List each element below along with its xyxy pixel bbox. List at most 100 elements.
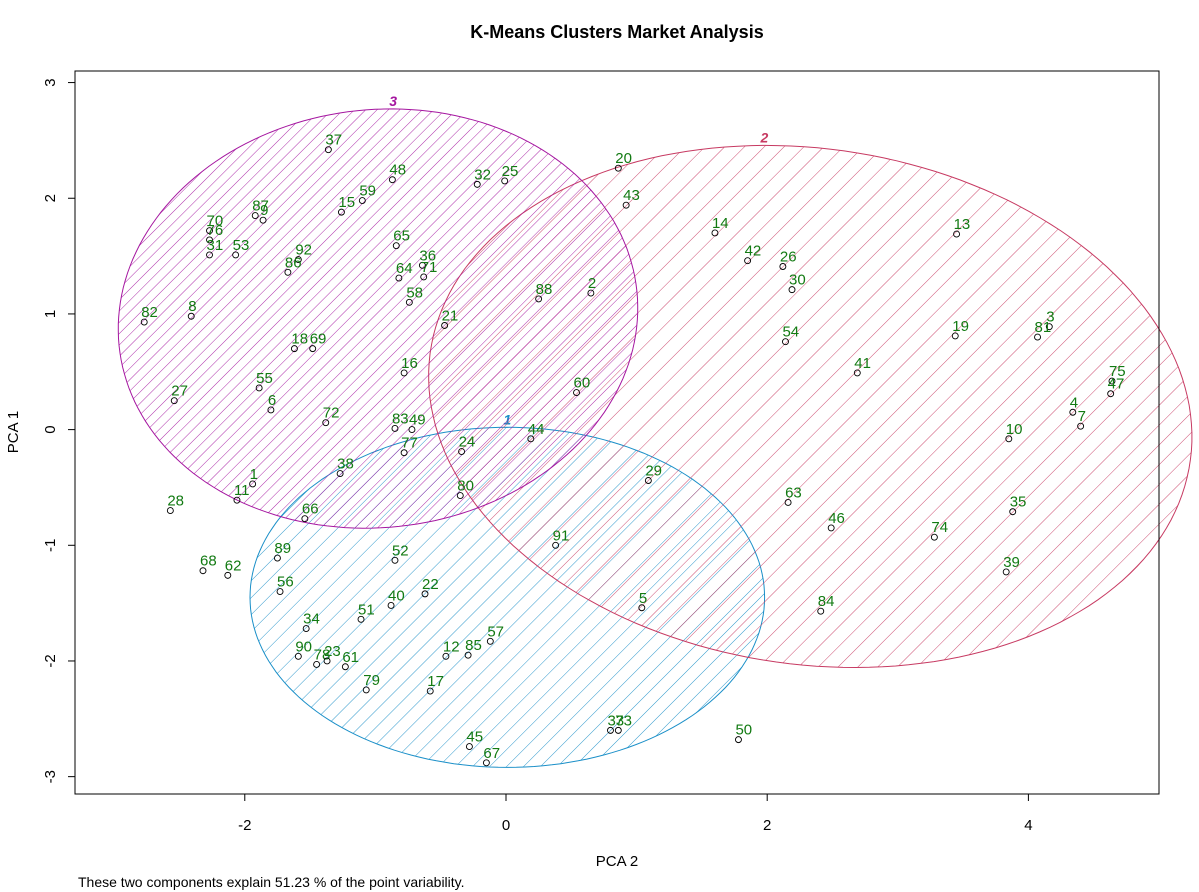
point-label-89: 89: [274, 540, 291, 557]
point-label-53: 53: [233, 237, 250, 254]
y-tick-label: 2: [42, 194, 59, 202]
point-42: [744, 257, 752, 265]
point-41: [853, 369, 861, 377]
y-tick-label: 1: [42, 310, 59, 318]
point-44: [527, 435, 535, 443]
point-2: [587, 289, 595, 297]
point-label-82: 82: [141, 304, 158, 321]
point-11: [233, 496, 241, 504]
point-31: [206, 251, 213, 259]
point-label-83: 83: [392, 410, 409, 427]
point-label-51: 51: [358, 601, 375, 618]
point-75: [1108, 377, 1116, 385]
point-label-54: 54: [782, 324, 799, 341]
point-83: [391, 425, 399, 432]
point-86: [284, 268, 292, 276]
point-25: [501, 177, 509, 185]
cluster-3-label: 3: [389, 93, 397, 109]
point-74: [930, 533, 938, 541]
point-65: [392, 242, 400, 250]
point-label-25: 25: [502, 163, 519, 180]
point-label-79: 79: [363, 672, 380, 689]
point-58: [405, 298, 413, 306]
point-54: [782, 338, 789, 346]
point-label-3: 3: [1046, 309, 1054, 326]
point-50: [735, 736, 742, 744]
point-91: [552, 541, 560, 549]
point-label-23: 23: [324, 643, 341, 660]
point-13: [953, 230, 961, 238]
point-84: [817, 607, 825, 615]
point-label-81: 81: [1035, 319, 1052, 336]
point-52: [391, 556, 399, 564]
point-88: [535, 295, 543, 303]
point-90: [294, 652, 302, 660]
point-37: [324, 146, 332, 154]
point-6: [267, 406, 275, 414]
point-39: [1002, 568, 1010, 576]
point-55: [255, 384, 263, 392]
y-tick-label: 3: [42, 78, 59, 86]
point-label-4: 4: [1070, 394, 1078, 411]
point-label-52: 52: [392, 542, 409, 559]
point-label-37: 37: [325, 132, 342, 149]
point-label-14: 14: [712, 215, 729, 232]
point-label-64: 64: [396, 260, 413, 277]
point-66: [301, 515, 309, 523]
point-38: [336, 470, 344, 478]
point-61: [341, 663, 349, 671]
point-label-36: 36: [419, 247, 436, 264]
x-axis-label: PCA 2: [596, 853, 639, 870]
point-label-45: 45: [466, 729, 483, 746]
point-18: [290, 345, 298, 353]
point-46: [827, 524, 835, 532]
point-40: [387, 601, 395, 609]
point-label-30: 30: [789, 272, 806, 289]
point-label-41: 41: [854, 355, 871, 372]
point-69: [309, 345, 317, 353]
point-57: [486, 637, 494, 645]
point-20: [614, 164, 622, 172]
point-label-44: 44: [528, 421, 545, 438]
cluster-3-ellipse: [117, 108, 639, 529]
x-tick-label: -2: [238, 817, 251, 834]
point-23: [323, 657, 331, 665]
point-label-15: 15: [338, 194, 355, 211]
point-label-31: 31: [207, 237, 224, 254]
point-71: [420, 273, 428, 281]
point-81: [1034, 333, 1041, 341]
point-77: [400, 449, 408, 457]
point-60: [573, 389, 580, 397]
point-8: [187, 312, 195, 320]
point-63: [784, 499, 792, 506]
y-axis-label: PCA 1: [5, 411, 22, 454]
point-29: [644, 477, 652, 484]
y-axis: -3 -2 -1 0 1 2 3: [42, 78, 76, 783]
point-5: [638, 604, 646, 612]
point-label-42: 42: [745, 243, 762, 260]
point-26: [779, 263, 787, 270]
point-68: [199, 567, 207, 575]
point-label-60: 60: [574, 375, 591, 392]
cluster-2-label: 2: [759, 129, 768, 145]
point-30: [788, 286, 796, 294]
point-label-69: 69: [310, 331, 327, 348]
point-label-38: 38: [337, 456, 354, 473]
point-label-84: 84: [818, 593, 835, 610]
point-35: [1009, 508, 1017, 516]
point-label-75: 75: [1109, 363, 1126, 380]
point-43: [622, 201, 630, 209]
point-label-26: 26: [780, 248, 797, 265]
x-tick-label: 2: [763, 817, 771, 834]
point-53: [232, 251, 240, 259]
point-73: [614, 726, 622, 734]
point-label-29: 29: [645, 463, 662, 480]
point-label-39: 39: [1003, 554, 1020, 571]
point-32: [473, 180, 481, 188]
point-label-32: 32: [474, 166, 491, 183]
x-axis: -2 0 2 4: [238, 793, 1033, 834]
chart-title: K-Means Clusters Market Analysis: [470, 22, 763, 42]
point-label-90: 90: [295, 638, 312, 655]
variability-caption: These two components explain 51.23 % of …: [78, 874, 465, 890]
point-label-34: 34: [303, 611, 320, 628]
